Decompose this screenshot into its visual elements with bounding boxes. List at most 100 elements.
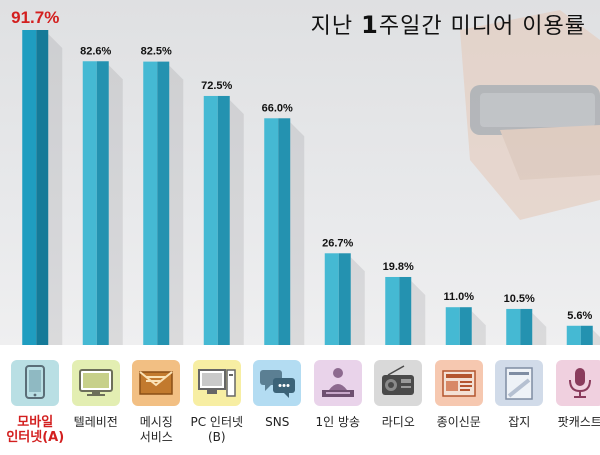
bar-2 xyxy=(82,61,123,345)
category-label-6: 1인 방송 xyxy=(303,415,373,430)
bar-7 xyxy=(385,276,426,345)
hand-phone-background xyxy=(460,10,600,220)
category-label-line: PC 인터넷 xyxy=(190,415,244,429)
bar-front-6 xyxy=(324,253,339,345)
envelope-tile xyxy=(132,360,181,406)
bar-side-9 xyxy=(520,308,533,345)
bar-9 xyxy=(506,308,547,345)
category-label-3: 메시징 서비스 xyxy=(121,415,191,445)
value-label-5: 66.0% xyxy=(262,102,293,114)
value-label-10: 5.6% xyxy=(567,310,592,322)
category-label-line: 잡지 xyxy=(508,415,531,429)
category-label-9: 잡지 xyxy=(484,415,554,430)
category-label-line: 텔레비전 xyxy=(73,415,118,429)
magazine-icon xyxy=(505,367,533,400)
microphone-tile xyxy=(555,360,600,406)
radio-icon xyxy=(382,365,415,395)
broadcaster-icon xyxy=(321,368,354,397)
bar-side-3 xyxy=(157,61,170,345)
bar-3 xyxy=(143,61,184,345)
category-label-line: 1인 방송 xyxy=(315,415,361,429)
value-label-4: 72.5% xyxy=(201,80,232,92)
category-label-8: 종이신문 xyxy=(424,415,494,430)
bar-side-5 xyxy=(278,118,291,345)
value-label-8: 11.0% xyxy=(443,291,474,303)
bar-shadow-3 xyxy=(169,65,184,345)
bar-side-2 xyxy=(96,61,109,345)
bar-5 xyxy=(264,118,305,345)
desktop-pc-icon xyxy=(197,369,236,397)
bar-1 xyxy=(22,30,63,345)
category-label-line: 인터넷(A) xyxy=(6,430,65,445)
bar-side-10 xyxy=(580,325,593,345)
value-label-1: 91.7% xyxy=(11,8,59,27)
newspaper-icon xyxy=(442,370,476,397)
title-rest: 주일간 미디어 이용률 xyxy=(378,14,586,39)
bar-front-3 xyxy=(143,61,158,345)
value-label-6: 26.7% xyxy=(322,237,353,249)
chart-title: 지난 1주일간 미디어 이용률 xyxy=(311,8,586,40)
category-label-line: (B) xyxy=(207,430,226,444)
bar-10 xyxy=(566,325,600,345)
category-label-line: 라디오 xyxy=(381,415,415,429)
category-label-5: SNS xyxy=(242,415,312,430)
bar-front-2 xyxy=(82,61,97,345)
envelope-icon xyxy=(139,371,173,395)
desktop-pc-tile xyxy=(192,360,241,406)
category-label-7: 라디오 xyxy=(363,415,433,430)
bar-front-9 xyxy=(506,308,521,345)
bar-shadow-8 xyxy=(471,311,486,345)
bar-shadow-6 xyxy=(350,257,365,345)
title-number: 1 xyxy=(361,11,379,39)
bar-front-1 xyxy=(22,30,37,345)
bar-shadow-4 xyxy=(229,99,244,345)
bar-front-10 xyxy=(566,325,581,345)
radio-tile xyxy=(374,360,423,406)
category-label-10: 팟캐스트 xyxy=(545,415,600,430)
bar-front-7 xyxy=(385,276,400,345)
smartphone-tile xyxy=(11,360,60,406)
television-icon xyxy=(78,369,113,396)
bar-chart-plot: 91.7% 82.6% 82.5% 72.5% 66.0% 26.7% 19.8% 11.0%… xyxy=(11,8,600,345)
value-label-7: 19.8% xyxy=(383,261,414,273)
bar-6 xyxy=(324,253,365,345)
title-text: 지난 xyxy=(310,14,354,39)
bar-shadow-2 xyxy=(108,65,123,345)
chat-bubbles-icon xyxy=(260,370,296,398)
bar-shadow-1 xyxy=(48,34,63,345)
bar-side-6 xyxy=(338,253,351,345)
bar-8 xyxy=(445,307,486,345)
category-label-line: 종이신문 xyxy=(436,415,481,429)
bar-shadow-9 xyxy=(532,312,547,345)
bar-front-5 xyxy=(264,118,279,345)
bar-side-8 xyxy=(459,307,472,345)
bar-shadow-7 xyxy=(411,280,426,345)
bar-front-8 xyxy=(445,307,460,345)
bar-side-4 xyxy=(217,95,230,345)
magazine-tile xyxy=(495,360,544,406)
chart-area: 91.7% 82.6% 82.5% 72.5% 66.0% 26.7% 19.8% 11.0%… xyxy=(0,0,600,345)
microphone-icon xyxy=(568,368,591,398)
chat-bubbles-tile xyxy=(253,360,302,406)
television-tile xyxy=(71,360,120,406)
bar-side-7 xyxy=(399,276,412,345)
category-label-2: 텔레비전 xyxy=(61,415,131,430)
broadcaster-tile xyxy=(313,360,362,406)
category-label-line: 서비스 xyxy=(139,430,173,444)
smartphone-icon xyxy=(25,365,46,399)
value-label-9: 10.5% xyxy=(504,293,535,305)
category-label-4: PC 인터넷 (B) xyxy=(182,415,252,445)
bar-side-1 xyxy=(36,30,49,345)
value-label-3: 82.5% xyxy=(141,46,172,58)
category-label-line: 모바일 xyxy=(17,415,54,430)
bar-shadow-10 xyxy=(592,329,600,345)
category-legend: 모바일 인터넷(A) 텔레비전 메시징 서비스 PC 인터넷 (B) SNS 1인 방송 라디오 종… xyxy=(0,345,600,455)
category-label-line: 메시징 xyxy=(139,415,173,429)
newspaper-tile xyxy=(434,360,483,406)
category-label-1: 모바일 인터넷(A) xyxy=(0,415,70,445)
bar-front-4 xyxy=(203,95,218,345)
category-label-line: SNS xyxy=(265,415,290,429)
category-label-line: 팟캐스트 xyxy=(557,415,600,429)
bar-shadow-5 xyxy=(290,122,305,345)
value-label-2: 82.6% xyxy=(80,45,111,57)
